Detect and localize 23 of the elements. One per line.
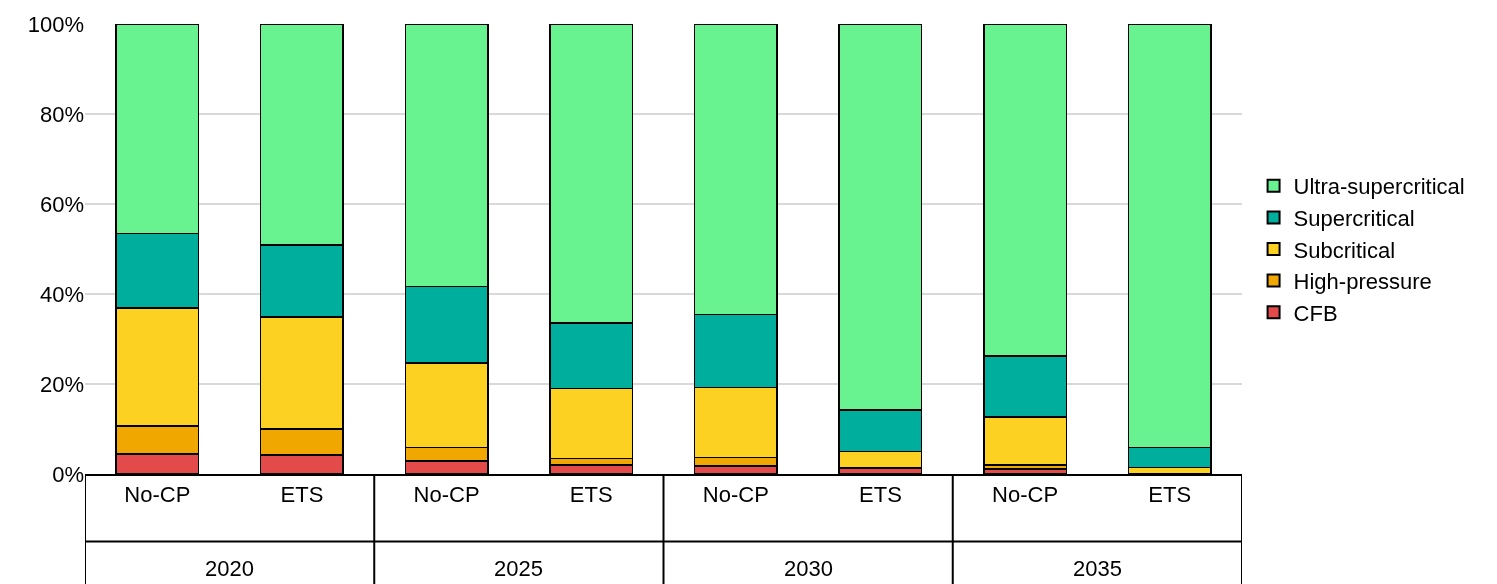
y-tick-label: 0% [52, 461, 84, 487]
y-tick-label: 60% [39, 191, 84, 217]
x-tick-label: No-CP [702, 482, 769, 508]
legend-label: High-pressure [1293, 269, 1432, 295]
text: 2035 [1073, 556, 1122, 581]
legend-label: Supercritical [1293, 205, 1415, 231]
text: 2020 [205, 556, 254, 581]
text: 2025 [494, 556, 543, 581]
legend-label: Ultra-supercritical [1293, 174, 1465, 200]
x-tick-label: ETS [1148, 482, 1192, 508]
y-tick-label: 100% [27, 11, 84, 37]
y-tick-label: 80% [39, 101, 84, 127]
x-tick-label: ETS [569, 482, 613, 508]
x-tick-label: No-CP [992, 482, 1059, 508]
y-tick-label: 20% [39, 371, 84, 397]
legend-label: Subcritical [1293, 237, 1396, 263]
x-tick-label: No-CP [124, 482, 191, 508]
x-tick-label: No-CP [413, 482, 480, 508]
x-tick-label: ETS [859, 482, 902, 508]
x-tick-label: ETS [280, 482, 324, 508]
text: 2030 [784, 556, 833, 581]
legend-label: CFB [1293, 300, 1338, 326]
y-tick-label: 40% [39, 281, 84, 307]
